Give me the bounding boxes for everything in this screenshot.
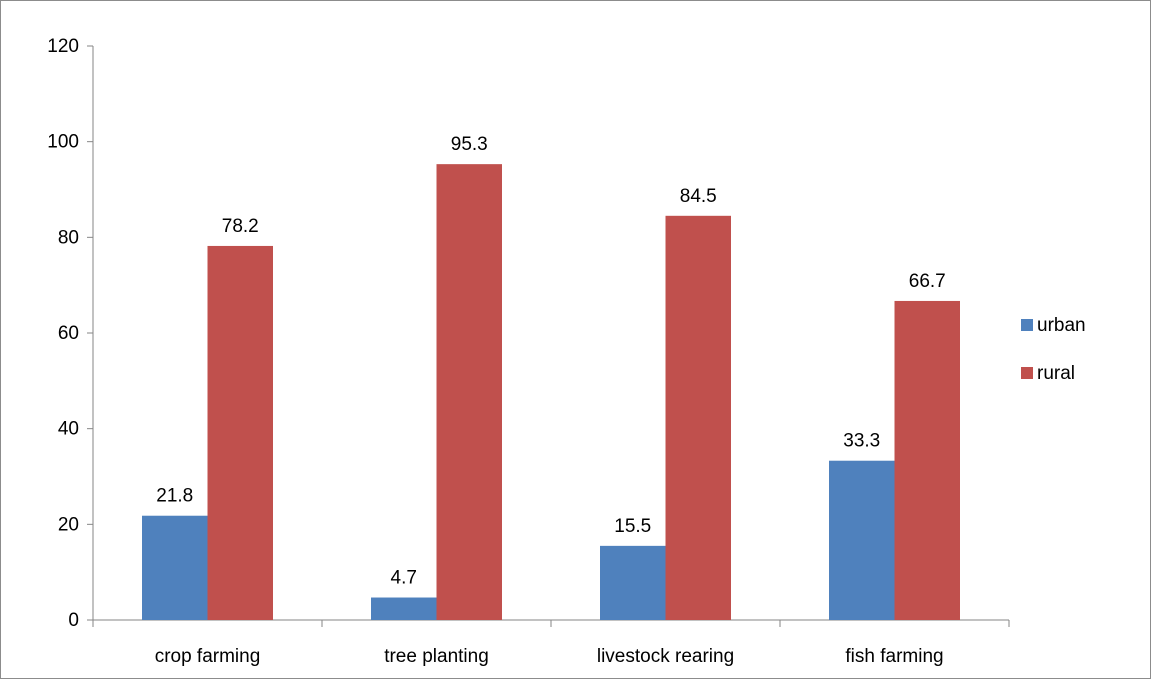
category-label: fish farming bbox=[845, 646, 943, 667]
bar-rural bbox=[894, 300, 960, 620]
y-tick-label: 100 bbox=[47, 132, 79, 153]
legend-swatch-urban bbox=[1021, 319, 1033, 331]
data-label-urban: 33.3 bbox=[843, 431, 880, 452]
bar-urban bbox=[829, 460, 895, 620]
category-label: tree planting bbox=[384, 646, 489, 667]
bar-urban bbox=[142, 515, 208, 620]
category-label: livestock rearing bbox=[597, 646, 734, 667]
y-tick-label: 20 bbox=[58, 514, 79, 535]
y-tick-label: 80 bbox=[58, 227, 79, 248]
data-label-urban: 21.8 bbox=[156, 486, 193, 507]
y-tick-label: 60 bbox=[58, 323, 79, 344]
bar-rural bbox=[436, 164, 502, 621]
bar-urban bbox=[371, 597, 437, 620]
category-label: crop farming bbox=[155, 646, 261, 667]
y-tick-label: 0 bbox=[68, 610, 79, 631]
legend-label-urban: urban bbox=[1037, 315, 1086, 336]
bar-urban bbox=[600, 545, 666, 620]
bar-rural bbox=[665, 215, 731, 620]
bar-rural bbox=[207, 245, 273, 620]
legend-label-rural: rural bbox=[1037, 363, 1075, 384]
data-label-rural: 78.2 bbox=[222, 216, 259, 237]
legend-swatch-rural bbox=[1021, 367, 1033, 379]
data-label-urban: 4.7 bbox=[391, 568, 417, 589]
y-tick-label: 120 bbox=[47, 36, 79, 57]
data-label-rural: 95.3 bbox=[451, 134, 488, 155]
data-label-rural: 66.7 bbox=[909, 271, 946, 292]
data-label-rural: 84.5 bbox=[680, 186, 717, 207]
y-tick-label: 40 bbox=[58, 419, 79, 440]
data-label-urban: 15.5 bbox=[614, 516, 651, 537]
